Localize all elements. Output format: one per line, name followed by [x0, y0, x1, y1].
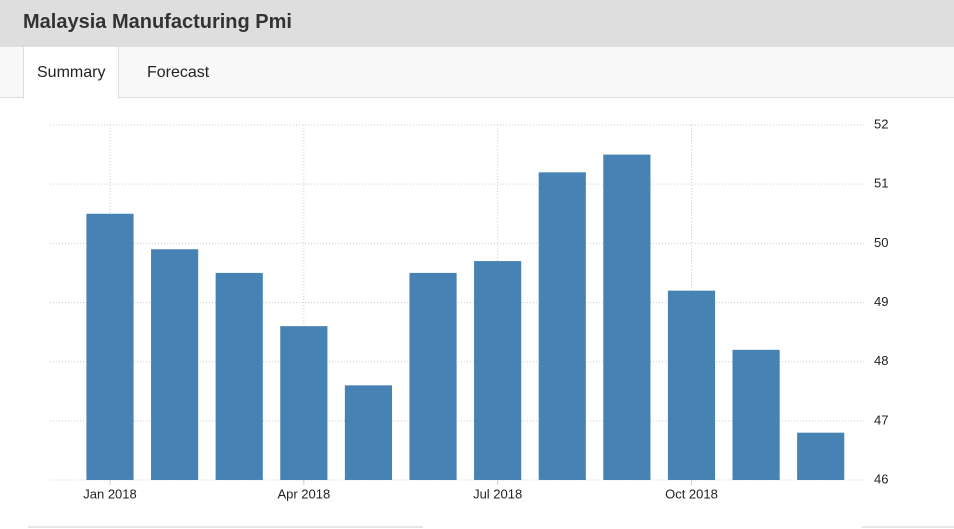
tab-bar: Summary Forecast: [0, 47, 954, 99]
bar: [86, 213, 134, 480]
y-tick-label: 48: [874, 353, 888, 368]
x-tick-label: Jul 2018: [473, 486, 522, 501]
tab[interactable]: Forecast: [147, 64, 210, 81]
y-tick-label: 52: [874, 116, 888, 131]
bar: [474, 261, 522, 480]
header: Malaysia Manufacturing Pmi: [0, 0, 954, 47]
x-tick-label: Apr 2018: [277, 486, 330, 501]
bar: [538, 172, 586, 481]
bar: [797, 432, 845, 480]
x-tick-label: Jan 2018: [83, 486, 137, 501]
bar: [344, 385, 393, 480]
bar: [280, 326, 328, 480]
bar: [732, 349, 780, 480]
y-tick-label: 46: [874, 471, 888, 486]
y-tick-label: 50: [874, 235, 888, 250]
y-tick-label: 51: [874, 176, 888, 191]
bar: [151, 249, 199, 480]
bar: [667, 290, 716, 480]
tab[interactable]: Summary: [23, 47, 120, 99]
x-tick-label: Oct 2018: [665, 486, 718, 501]
y-tick-label: 49: [874, 294, 888, 309]
y-tick-label: 47: [874, 412, 888, 427]
page-title: Malaysia Manufacturing Pmi: [23, 11, 292, 33]
bar: [409, 272, 457, 480]
bar: [603, 154, 651, 481]
bar: [215, 272, 263, 480]
